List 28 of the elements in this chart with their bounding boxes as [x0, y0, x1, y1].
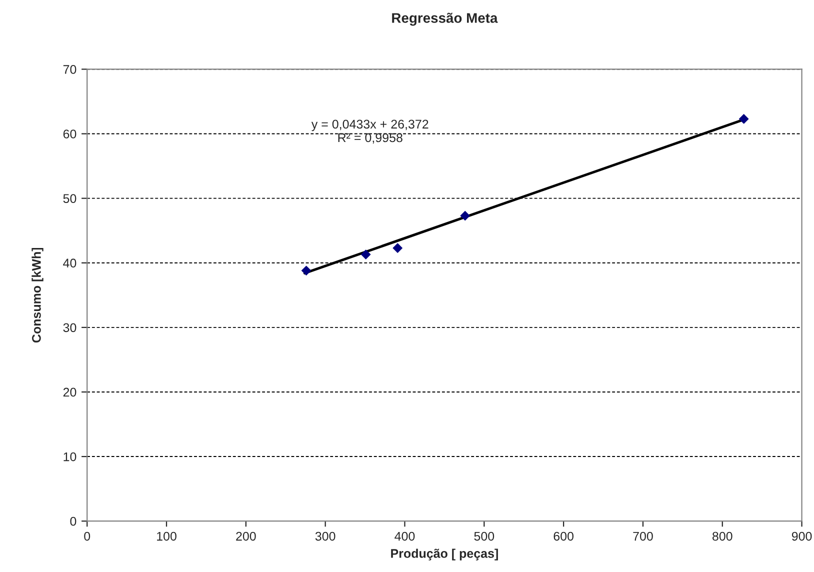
x-tick-label: 200 — [236, 532, 256, 541]
y-tick-label: 30 — [63, 323, 76, 332]
annotation: R² = 0,9958 — [338, 133, 402, 144]
point — [392, 243, 402, 253]
point — [738, 114, 749, 124]
y-tick-label: 40 — [63, 258, 76, 268]
x-tick-label: 300 — [315, 532, 336, 541]
x-tick-label: 900 — [792, 532, 812, 541]
y-tick-label: 50 — [63, 194, 76, 203]
point — [301, 266, 312, 276]
x-tick-label: 100 — [157, 532, 176, 541]
y-tick-label: 20 — [63, 388, 76, 397]
y-tick-label: 10 — [64, 452, 76, 462]
x-tick-label: 800 — [712, 532, 732, 541]
x-axis-title: Produção [ peças] — [391, 548, 498, 560]
y-tick-label: 0 — [70, 516, 76, 526]
point — [360, 250, 371, 260]
y-axis-title: Consumo [kWh] — [32, 248, 44, 343]
x-tick-label: 600 — [554, 532, 574, 541]
y-tick-label: 60 — [63, 130, 76, 138]
x-tick-label: 700 — [633, 532, 653, 541]
chart-title: Regressão Meta — [392, 12, 498, 26]
x-tick-label: 500 — [474, 532, 494, 541]
x-tick-label: 0 — [84, 532, 90, 541]
y-tick-label: 70 — [63, 65, 76, 74]
x-tick-label: 400 — [394, 532, 415, 541]
annotation: y = 0,0433x + 26,372 — [311, 120, 428, 132]
point — [460, 210, 470, 221]
